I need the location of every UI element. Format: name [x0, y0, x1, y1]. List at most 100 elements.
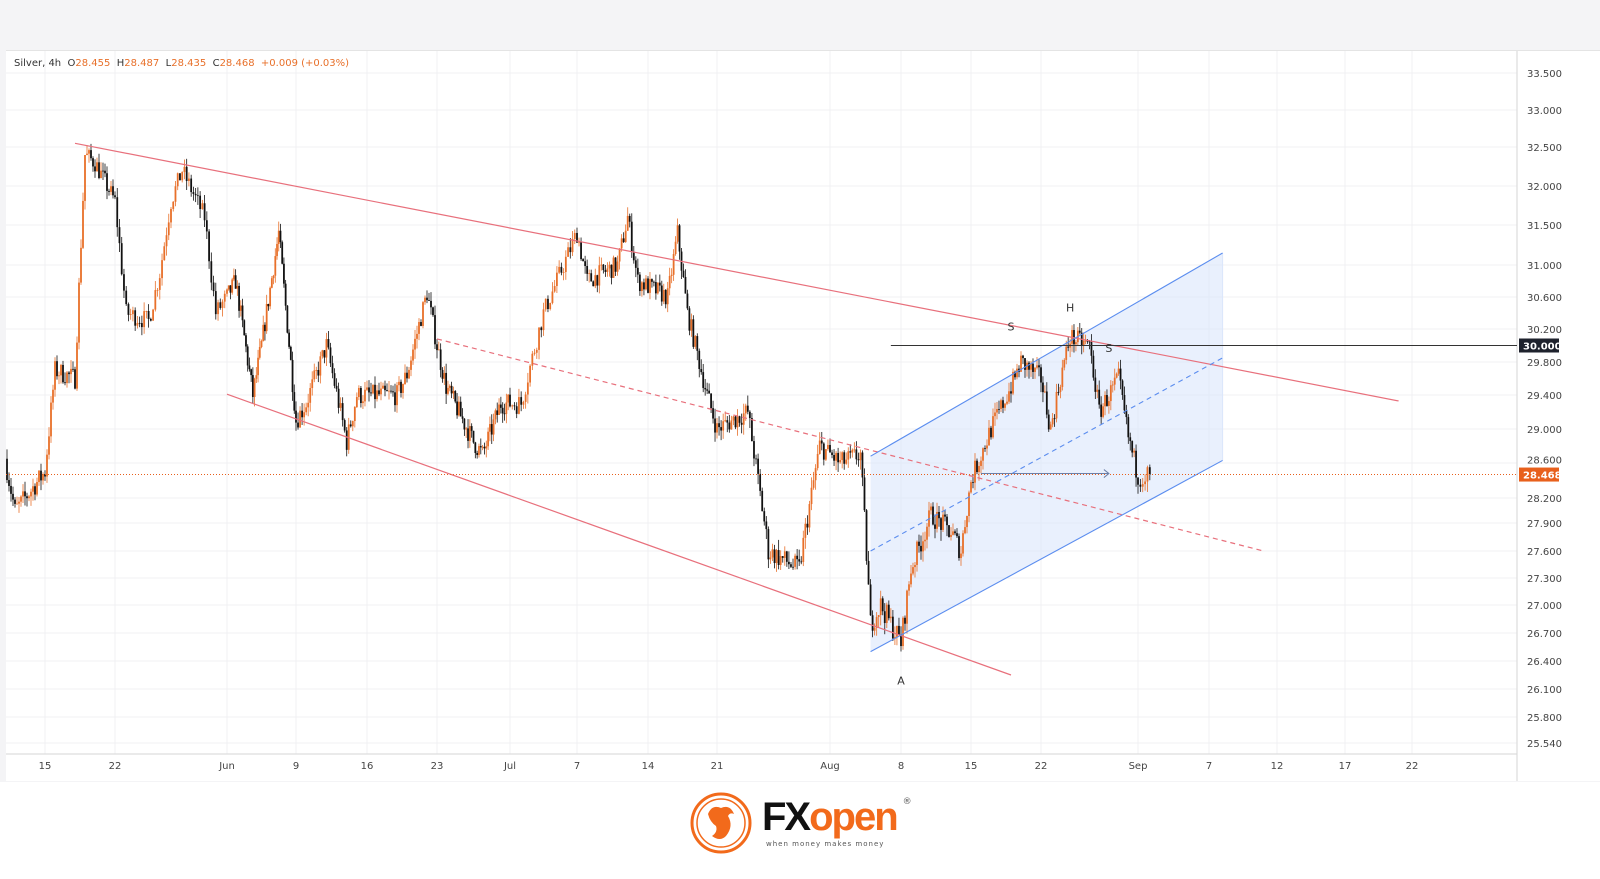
candle-up	[201, 203, 204, 210]
candle-down	[286, 305, 289, 333]
candle-down	[1057, 391, 1060, 393]
candle-up	[533, 352, 536, 354]
candle-down	[147, 311, 150, 319]
candle-up	[380, 388, 382, 395]
candle-down	[863, 477, 866, 511]
candle-down	[470, 426, 473, 431]
candle-up	[606, 268, 609, 272]
candle-down	[374, 384, 376, 400]
candle-down	[295, 410, 297, 423]
candle-up	[165, 235, 168, 247]
pattern-label-S: S	[1105, 342, 1112, 355]
candle-down	[291, 359, 294, 393]
candle-up	[618, 248, 621, 262]
candle-down	[426, 297, 428, 301]
candle-down	[8, 480, 10, 486]
trendline-resistance	[74, 142, 1399, 402]
candle-up	[960, 553, 962, 559]
candle-up	[188, 178, 190, 181]
candle-down	[1139, 484, 1142, 487]
candle-down	[920, 545, 922, 552]
candle-up	[362, 401, 364, 404]
candle-up	[1016, 368, 1018, 378]
candle-down	[327, 339, 330, 348]
pattern-label-S: S	[1008, 321, 1015, 334]
candle-down	[106, 173, 108, 191]
candle-up	[86, 153, 88, 156]
candle-down	[90, 150, 92, 159]
candle-down	[704, 387, 707, 390]
candle-up	[808, 504, 811, 528]
candle-down	[1137, 477, 1139, 485]
candle-up	[549, 302, 552, 310]
candle-down	[343, 420, 346, 431]
candle-up	[916, 541, 918, 565]
channel-middle-line	[870, 357, 1223, 552]
close-label: C	[212, 58, 220, 69]
candle-up	[1063, 359, 1066, 368]
candle-down	[1129, 437, 1132, 442]
candle-down	[360, 387, 362, 404]
candle-up	[885, 604, 888, 624]
candle-up	[902, 617, 904, 647]
open-label: O	[67, 58, 76, 69]
candle-down	[938, 511, 940, 519]
candle-down	[984, 448, 986, 450]
candle-up	[879, 598, 882, 616]
candle-up	[994, 412, 996, 417]
candle-down	[14, 499, 16, 504]
candle-down	[833, 454, 835, 461]
candle-up	[402, 384, 404, 393]
price-chart[interactable]: 33.500 33.000 32.500 32.000 31.500 31.000 30.6…	[6, 51, 1600, 781]
candle-up	[835, 452, 837, 461]
candle-down	[34, 486, 36, 495]
candle-down	[1125, 410, 1128, 418]
level-tag	[1519, 338, 1559, 353]
candle-up	[447, 387, 449, 394]
candle-up	[1084, 340, 1087, 342]
price-tick-label: 28.600	[1527, 456, 1562, 467]
candle-down	[513, 405, 516, 407]
candle-up	[226, 289, 228, 294]
candle-up	[132, 310, 134, 315]
candle-up	[262, 324, 265, 341]
candle-up	[662, 289, 665, 302]
candle-down	[710, 393, 712, 409]
candle-down	[219, 302, 222, 308]
candle-down	[584, 261, 587, 266]
candle-up	[906, 590, 908, 624]
candle-down	[214, 291, 217, 315]
candle-down	[658, 282, 661, 286]
candle-up	[1061, 367, 1064, 387]
candle-up	[1055, 391, 1058, 419]
candle-down	[767, 529, 770, 560]
candle-down	[459, 401, 462, 417]
candle-down	[678, 225, 681, 252]
time-tick-label: 7	[574, 761, 580, 772]
candle-down	[192, 192, 195, 194]
candle-down	[439, 349, 442, 370]
candle-up	[894, 636, 896, 639]
candle-down	[781, 556, 784, 558]
price-tick-label: 33.500	[1527, 69, 1562, 80]
candle-down	[855, 449, 858, 460]
candle-up	[845, 459, 848, 464]
candle-down	[445, 372, 448, 394]
candle-up	[873, 627, 876, 631]
candle-up	[448, 385, 451, 388]
candle-down	[740, 422, 743, 425]
price-tick-label: 27.900	[1527, 519, 1562, 530]
candle-up	[970, 482, 972, 493]
candle-down	[883, 611, 886, 624]
candle-up	[478, 446, 480, 455]
candle-down	[246, 346, 249, 366]
candle-up	[889, 616, 892, 619]
candle-up	[88, 150, 90, 154]
candle-up	[1133, 450, 1136, 453]
candle-up	[58, 375, 60, 377]
candle-down	[632, 251, 635, 261]
candle-down	[861, 452, 864, 478]
candle-down	[241, 305, 244, 321]
time-tick-label: 9	[293, 761, 299, 772]
candle-down	[867, 560, 870, 585]
